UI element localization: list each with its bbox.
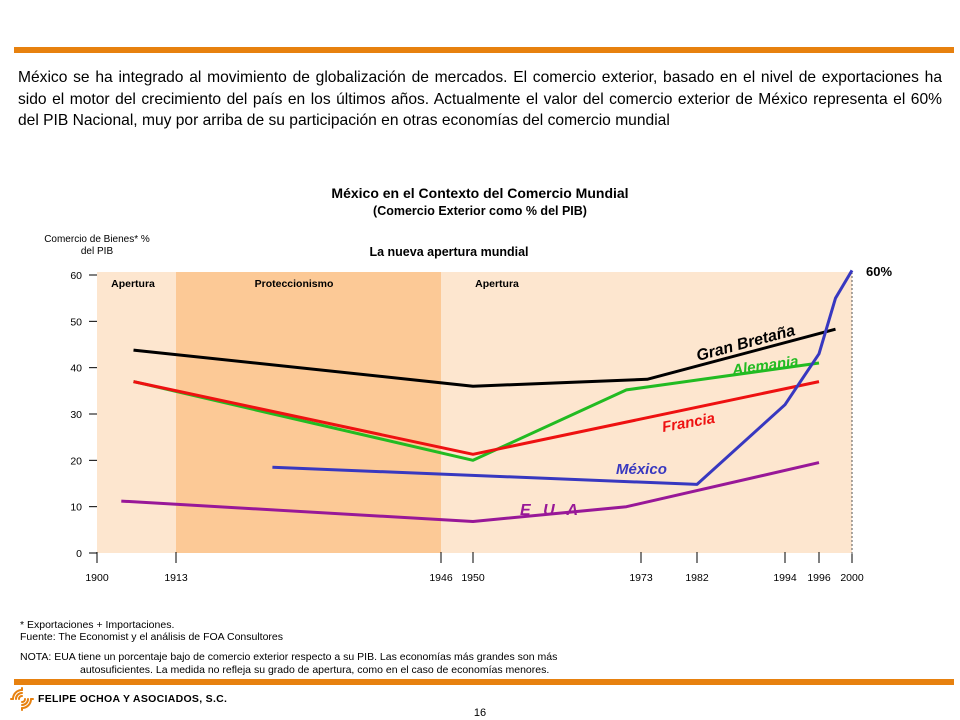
nota-line-2: autosuficientes. La medida no refleja su… [80, 664, 550, 676]
x-tick-label: 1946 [429, 572, 453, 584]
chart-title: México en el Contexto del Comercio Mundi… [331, 185, 629, 201]
y-tick-label: 20 [70, 455, 82, 467]
x-tick-label: 1913 [164, 572, 188, 584]
footnote: * Exportaciones + Importaciones. [20, 619, 175, 631]
bottom-accent-bar [14, 679, 954, 685]
series-line [133, 327, 836, 388]
y-axis-label-line1: Comercio de Bienes* % [44, 234, 150, 245]
chart-subtitle: (Comercio Exterior como % del PIB) [373, 204, 587, 218]
intro-paragraph: México se ha integrado al movimiento de … [18, 69, 942, 129]
period-band [441, 272, 852, 553]
period-label: Apertura [111, 278, 155, 290]
series-line [272, 269, 854, 486]
series-line [133, 361, 820, 462]
x-tick-label: 1982 [685, 572, 709, 584]
y-tick-label: 60 [70, 270, 82, 282]
footer-company-name: FELIPE OCHOA Y ASOCIADOS, S.C. [38, 693, 228, 705]
x-tick-label: 1950 [461, 572, 485, 584]
chart-heading: La nueva apertura mundial [369, 245, 528, 259]
series-line [133, 380, 820, 456]
y-tick-label: 10 [70, 502, 82, 514]
y-axis-label-line2: del PIB [81, 246, 114, 257]
x-tick-label: 2000 [840, 572, 864, 584]
x-tick-label: 1900 [85, 572, 109, 584]
top-accent-bar [14, 47, 954, 53]
x-tick-label: 1973 [629, 572, 653, 584]
y-tick-label: 40 [70, 363, 82, 375]
y-tick-label: 0 [76, 548, 82, 560]
nota-line-1: NOTA: EUA tiene un porcentaje bajo de co… [20, 651, 558, 663]
y-tick-label: 50 [70, 316, 82, 328]
period-label: Proteccionismo [255, 278, 334, 290]
company-logo-icon [10, 687, 34, 711]
series-line [121, 461, 820, 523]
annotation-60-percent: 60% [866, 264, 892, 279]
source-note: Fuente: The Economist y el análisis de F… [20, 631, 284, 643]
series-label: E U A [520, 502, 582, 519]
series-label: México [616, 461, 667, 478]
y-tick-label: 30 [70, 409, 82, 421]
x-tick-label: 1994 [773, 572, 797, 584]
period-band [97, 272, 176, 553]
period-label: Apertura [475, 278, 519, 290]
x-tick-label: 1996 [807, 572, 831, 584]
page-number: 16 [473, 707, 487, 719]
